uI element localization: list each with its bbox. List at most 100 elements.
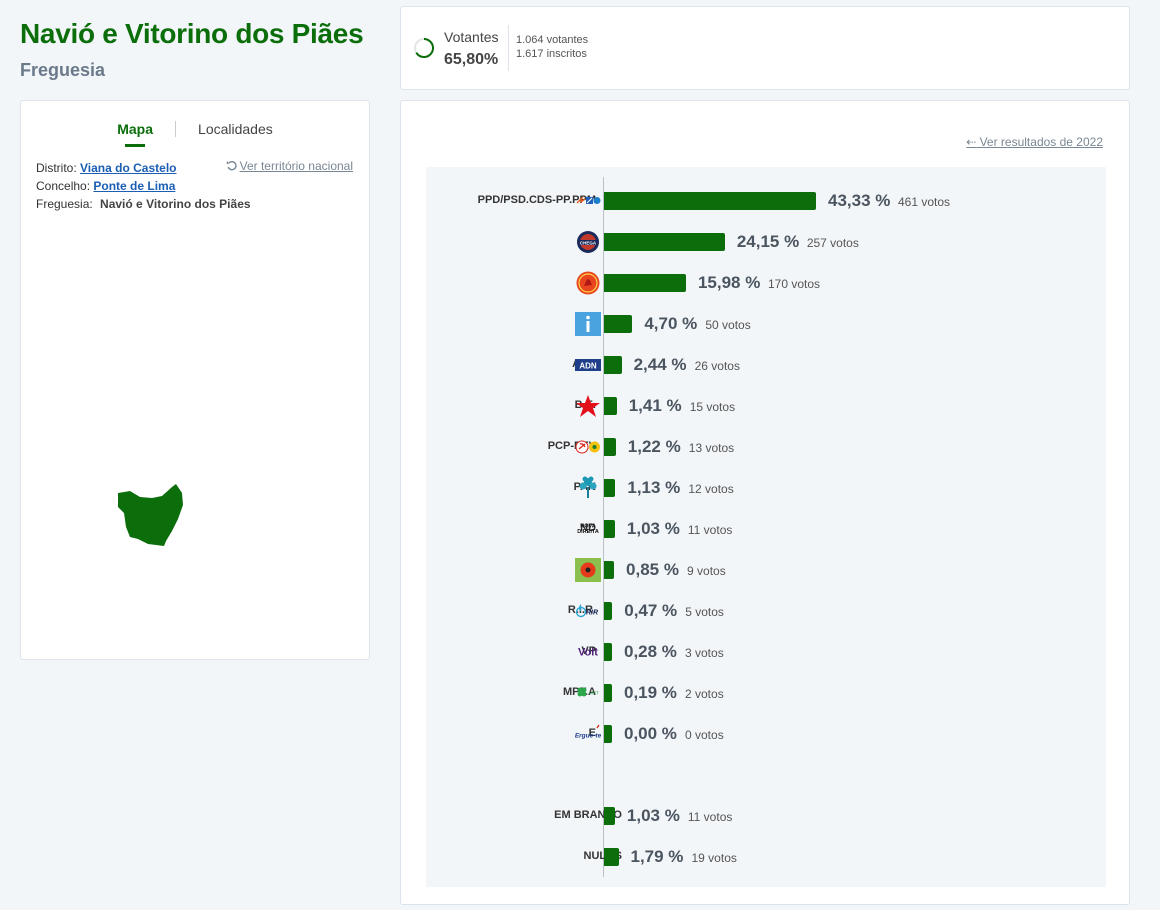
result-bar xyxy=(604,561,615,579)
result-votes: 9 votos xyxy=(687,564,726,578)
result-bar xyxy=(604,684,612,702)
result-row: CHCHEGA24,15 %257 votos xyxy=(426,230,1106,254)
result-bar xyxy=(604,725,612,743)
result-percent: 0,19 % xyxy=(624,683,677,702)
result-percent: 0,85 % xyxy=(626,560,679,579)
national-territory-label: Ver território nacional xyxy=(239,159,353,173)
result-votes: 15 votos xyxy=(689,400,736,414)
divider xyxy=(508,25,509,71)
result-row: L0,85 %9 votos xyxy=(426,558,1106,582)
turnout-percent: 65,80% xyxy=(444,51,499,68)
result-bar xyxy=(604,192,816,210)
result-percent: 1,41 % xyxy=(628,396,682,415)
result-row: E Ergue-te 0,00 % 0 votos xyxy=(426,722,1106,746)
result-votes: 0 votos xyxy=(685,728,724,742)
result-percent: 15,98 % xyxy=(697,273,761,292)
result-votes: 461 votos xyxy=(898,195,951,209)
result-row: ND NOVA DIREITA 1,03 % 11 votos xyxy=(426,517,1106,541)
result-votes: 11 votos xyxy=(687,810,733,824)
result-votes: 26 votos xyxy=(694,359,740,373)
location-breadcrumb: Distrito: Viana do Castelo Concelho: Pon… xyxy=(36,159,251,213)
result-row: PS15,98 %170 votos xyxy=(426,271,1106,295)
result-votes: 3 votos xyxy=(685,646,724,660)
svg-text:DIREITA: DIREITA xyxy=(577,529,599,535)
tab-divider xyxy=(175,121,177,137)
result-bar xyxy=(604,643,612,661)
result-bar xyxy=(604,479,616,497)
result-row: NULOS 1,79 % 19 votos xyxy=(426,845,1106,869)
result-percent: 1,22 % xyxy=(627,437,681,456)
previous-results-link[interactable]: ⇠ Ver resultados de 2022 xyxy=(966,135,1103,149)
distrito-label: Distrito: xyxy=(36,161,77,175)
il-logo xyxy=(575,312,601,336)
svg-text:CHEGA: CHEGA xyxy=(580,240,597,245)
result-row: B.E.1,41 %15 votos xyxy=(426,394,1106,418)
svg-text:RIR: RIR xyxy=(586,610,598,617)
result-bar xyxy=(604,356,622,374)
result-votes: 19 votos xyxy=(691,851,737,865)
results-panel: ⇠ Ver resultados de 2022 PPD/PSD.CDS-PP.… xyxy=(400,100,1130,905)
result-bar xyxy=(604,315,633,333)
page-title: Navió e Vitorino dos Piães xyxy=(20,18,364,49)
party-name: R.I.R. xyxy=(567,604,596,616)
page-subtitle: Freguesia xyxy=(20,60,106,80)
volt-logo: Volt xyxy=(575,640,601,664)
result-bar xyxy=(604,807,615,825)
result-row: VP Volt 0,28 % 3 votos xyxy=(426,640,1106,664)
previous-results-label: Ver resultados de 2022 xyxy=(979,135,1103,149)
result-bar xyxy=(604,233,725,251)
result-votes: 2 votos xyxy=(685,687,724,701)
party-name: ND xyxy=(580,522,596,534)
result-row: PPD/PSD.CDS-PP.PPM 43,33 % 461 votos xyxy=(426,189,1106,213)
party-name: PPD/PSD.CDS-PP.PPM xyxy=(477,194,596,206)
result-votes: 257 votos xyxy=(806,236,859,250)
svg-text:NOVA: NOVA xyxy=(580,524,596,530)
result-row: EM BRANCO 1,03 % 11 votos xyxy=(426,804,1106,828)
svg-text:ADN: ADN xyxy=(579,362,597,371)
undo-icon xyxy=(226,160,237,171)
result-percent: 24,15 % xyxy=(736,232,800,251)
ps-logo xyxy=(575,271,601,295)
result-votes: 13 votos xyxy=(688,441,735,455)
distrito-link[interactable]: Viana do Castelo xyxy=(80,161,177,175)
result-percent: 0,28 % xyxy=(624,642,677,661)
result-votes: 11 votos xyxy=(687,523,733,537)
result-row: PCP-PEV 1,22 % 13 votos xyxy=(426,435,1106,459)
nd-logo: NOVA DIREITA xyxy=(575,517,601,541)
result-bar xyxy=(604,520,615,538)
turnout-label: Votantes xyxy=(444,29,499,45)
result-votes: 170 votos xyxy=(767,277,821,291)
national-territory-link[interactable]: Ver território nacional xyxy=(226,159,353,173)
result-bar xyxy=(604,602,613,620)
mpt-clover-logo: MPT xyxy=(575,681,601,705)
arrow-left-icon: ⇠ xyxy=(966,135,977,149)
result-percent: 0,47 % xyxy=(624,601,678,620)
result-votes: 12 votos xyxy=(688,482,734,496)
svg-text:MPT: MPT xyxy=(589,691,599,696)
parish-map[interactable] xyxy=(116,481,186,549)
result-percent: 4,70 % xyxy=(644,314,698,333)
freguesia-value: Navió e Vitorino dos Piães xyxy=(100,197,251,211)
ergue-te-logo: Ergue-te xyxy=(575,722,602,746)
turnout-counts: 1.064 votantes 1.617 inscritos xyxy=(516,33,588,61)
freguesia-label: Freguesia: xyxy=(36,197,93,211)
result-votes: 5 votos xyxy=(685,605,724,619)
result-bar xyxy=(604,397,617,415)
result-percent: 1,03 % xyxy=(626,519,680,538)
concelho-link[interactable]: Ponte de Lima xyxy=(93,179,176,193)
turnout-panel: Votantes 65,80% 1.064 votantes 1.617 ins… xyxy=(400,6,1130,90)
result-percent: 43,33 % xyxy=(828,191,891,210)
ad-logo xyxy=(575,189,601,213)
chega-logo: CHEGA xyxy=(575,230,601,254)
tab-localidades[interactable]: Localidades xyxy=(198,121,273,137)
result-percent: 0,00 % xyxy=(624,724,677,743)
concelho-label: Concelho: xyxy=(36,179,91,193)
result-votes: 50 votos xyxy=(705,318,751,332)
result-row: IL4,70 %50 votos xyxy=(426,312,1106,336)
livre-poppy-logo xyxy=(575,558,601,582)
pan-tree-logo xyxy=(575,476,601,500)
tab-mapa[interactable]: Mapa xyxy=(95,121,175,137)
result-bar xyxy=(604,848,619,866)
chart-axis xyxy=(603,177,604,877)
